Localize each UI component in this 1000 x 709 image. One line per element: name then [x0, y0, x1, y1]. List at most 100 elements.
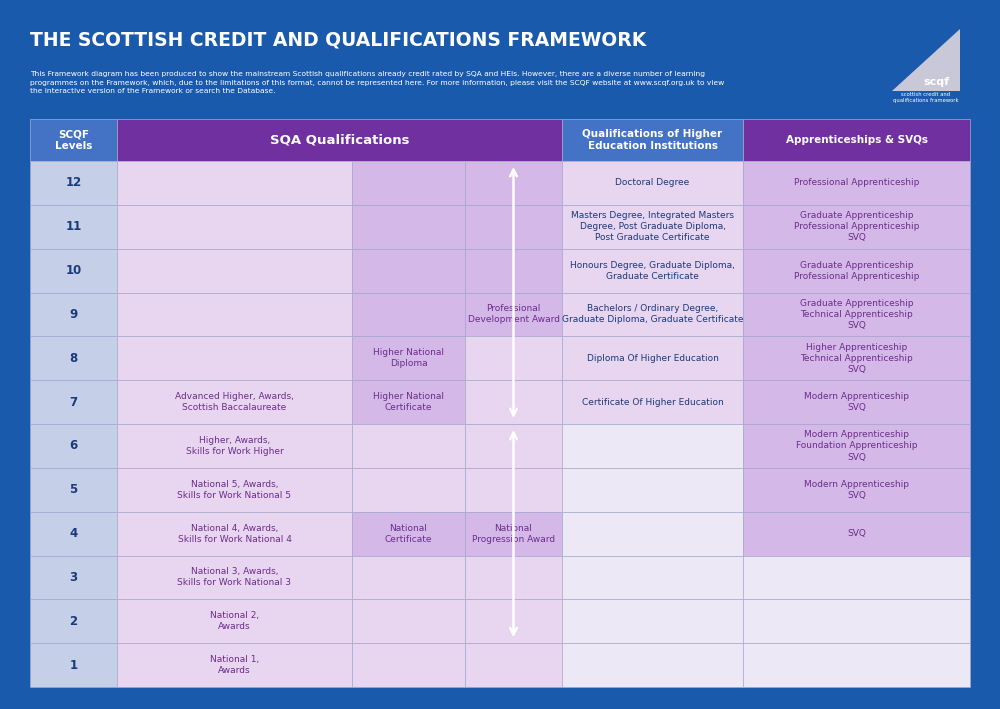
Bar [743, 555, 970, 599]
Bar [30, 643, 117, 687]
Text: Higher, Awards,
Skills for Work Higher: Higher, Awards, Skills for Work Higher [186, 436, 283, 456]
Bar [465, 424, 562, 468]
Bar [30, 380, 117, 424]
Bar [30, 119, 117, 161]
Text: 9: 9 [69, 308, 78, 321]
Text: National 5, Awards,
Skills for Work National 5: National 5, Awards, Skills for Work Nati… [177, 480, 292, 500]
Bar [352, 249, 465, 293]
Text: National 1,
Awards: National 1, Awards [210, 655, 259, 675]
Text: Advanced Higher, Awards,
Scottish Baccalaureate: Advanced Higher, Awards, Scottish Baccal… [175, 392, 294, 412]
Text: Modern Apprenticeship
SVQ: Modern Apprenticeship SVQ [804, 392, 909, 412]
Bar [30, 336, 117, 380]
Bar [743, 468, 970, 512]
Bar [465, 161, 562, 205]
Bar [117, 512, 352, 555]
Bar [352, 161, 465, 205]
Bar [117, 555, 352, 599]
Bar [465, 336, 562, 380]
Text: National 3, Awards,
Skills for Work National 3: National 3, Awards, Skills for Work Nati… [177, 567, 292, 588]
Bar [743, 512, 970, 555]
Text: 6: 6 [69, 440, 78, 452]
Text: 5: 5 [69, 484, 78, 496]
Bar [352, 468, 465, 512]
Bar [352, 380, 465, 424]
Text: 2: 2 [69, 615, 78, 627]
Bar [352, 643, 465, 687]
Bar [562, 468, 743, 512]
Bar [117, 380, 352, 424]
Bar [743, 424, 970, 468]
Bar [465, 599, 562, 643]
Bar [562, 424, 743, 468]
Text: Graduate Apprenticeship
Technical Apprenticeship
SVQ: Graduate Apprenticeship Technical Appren… [800, 298, 913, 330]
Bar [743, 119, 970, 161]
Bar [465, 249, 562, 293]
Text: scqf: scqf [923, 77, 949, 87]
Bar [465, 555, 562, 599]
Text: Doctoral Degree: Doctoral Degree [615, 179, 690, 187]
Bar [117, 424, 352, 468]
Text: Certificate Of Higher Education: Certificate Of Higher Education [582, 398, 723, 406]
Bar [352, 424, 465, 468]
Polygon shape [892, 29, 960, 91]
Bar [743, 336, 970, 380]
Text: 3: 3 [69, 571, 78, 584]
Bar [352, 599, 465, 643]
Text: SQA Qualifications: SQA Qualifications [270, 133, 409, 147]
Text: 10: 10 [65, 264, 82, 277]
Text: National 4, Awards,
Skills for Work National 4: National 4, Awards, Skills for Work Nati… [178, 523, 291, 544]
Text: Apprenticeships & SVQs: Apprenticeships & SVQs [786, 135, 928, 145]
Bar [352, 555, 465, 599]
Bar [465, 468, 562, 512]
Text: Higher Apprenticeship
Technical Apprenticeship
SVQ: Higher Apprenticeship Technical Apprenti… [800, 342, 913, 374]
Bar [352, 512, 465, 555]
Text: 8: 8 [69, 352, 78, 364]
Bar [562, 512, 743, 555]
Bar [117, 293, 352, 336]
Bar [117, 468, 352, 512]
Bar [465, 293, 562, 336]
Bar [117, 336, 352, 380]
Bar [743, 249, 970, 293]
Text: This Framework diagram has been produced to show the mainstream Scottish qualifi: This Framework diagram has been produced… [30, 71, 724, 94]
Bar [743, 161, 970, 205]
Text: 1: 1 [69, 659, 78, 671]
Text: Graduate Apprenticeship
Professional Apprenticeship
SVQ: Graduate Apprenticeship Professional App… [794, 211, 919, 242]
Text: 11: 11 [65, 220, 82, 233]
Text: Graduate Apprenticeship
Professional Apprenticeship: Graduate Apprenticeship Professional App… [794, 260, 919, 281]
Bar [30, 555, 117, 599]
Bar [30, 599, 117, 643]
Text: Bachelors / Ordinary Degree,
Graduate Diploma, Graduate Certificate: Bachelors / Ordinary Degree, Graduate Di… [562, 304, 743, 325]
Text: Qualifications of Higher
Education Institutions: Qualifications of Higher Education Insti… [582, 129, 723, 151]
Bar [562, 293, 743, 336]
Text: Higher National
Diploma: Higher National Diploma [373, 348, 444, 368]
Bar [30, 512, 117, 555]
Bar [465, 205, 562, 249]
Bar [117, 161, 352, 205]
Bar [352, 336, 465, 380]
Text: 12: 12 [65, 177, 82, 189]
Bar [465, 643, 562, 687]
Bar [117, 249, 352, 293]
Bar [562, 643, 743, 687]
Bar [743, 205, 970, 249]
Bar [562, 380, 743, 424]
Text: Honours Degree, Graduate Diploma,
Graduate Certificate: Honours Degree, Graduate Diploma, Gradua… [570, 260, 735, 281]
Bar [30, 424, 117, 468]
Bar [465, 512, 562, 555]
Bar [465, 380, 562, 424]
Text: Modern Apprenticeship
SVQ: Modern Apprenticeship SVQ [804, 480, 909, 500]
Bar [117, 643, 352, 687]
Bar [352, 293, 465, 336]
Bar [743, 643, 970, 687]
Bar [562, 119, 743, 161]
Bar [562, 205, 743, 249]
Text: scottish credit and
qualifications framework: scottish credit and qualifications frame… [893, 92, 959, 104]
Text: THE SCOTTISH CREDIT AND QUALIFICATIONS FRAMEWORK: THE SCOTTISH CREDIT AND QUALIFICATIONS F… [30, 31, 646, 50]
Bar [562, 336, 743, 380]
Bar [743, 380, 970, 424]
Text: Professional
Development Award: Professional Development Award [468, 304, 560, 325]
Text: National
Progression Award: National Progression Award [472, 523, 555, 544]
Bar [562, 161, 743, 205]
Text: Higher National
Certificate: Higher National Certificate [373, 392, 444, 412]
